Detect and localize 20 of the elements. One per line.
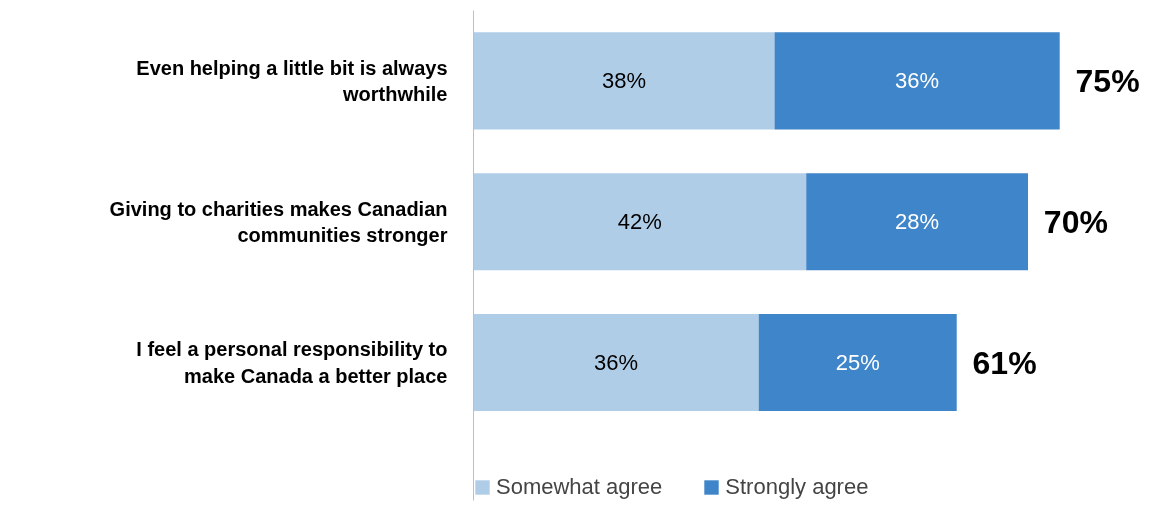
bar [473,32,775,130]
data-label: 25% [835,350,880,376]
data-label: 36% [594,350,639,376]
data-label: 38% [602,68,647,94]
total-label: 75% [1075,62,1140,99]
y-tick-label: Giving to charities makes Canadian communities stronger [109,197,448,246]
legend-label: Strongly agree [725,474,869,500]
legend-label: Somewhat agree [496,474,663,500]
y-tick-label: Even helping a little bit is always worthwhile [136,56,448,106]
data-label: 42% [617,209,662,235]
data-label: 28% [895,209,940,235]
bar [473,313,759,412]
total-label: 70% [1043,203,1108,240]
bar [806,173,1029,271]
bar [473,173,807,271]
y-tick-label: I feel a personal responsibility to make Canada a better place [136,338,448,387]
bar [758,313,957,412]
total-label: 61% [972,344,1037,381]
bar [774,32,1060,130]
data-label: 36% [895,68,940,94]
